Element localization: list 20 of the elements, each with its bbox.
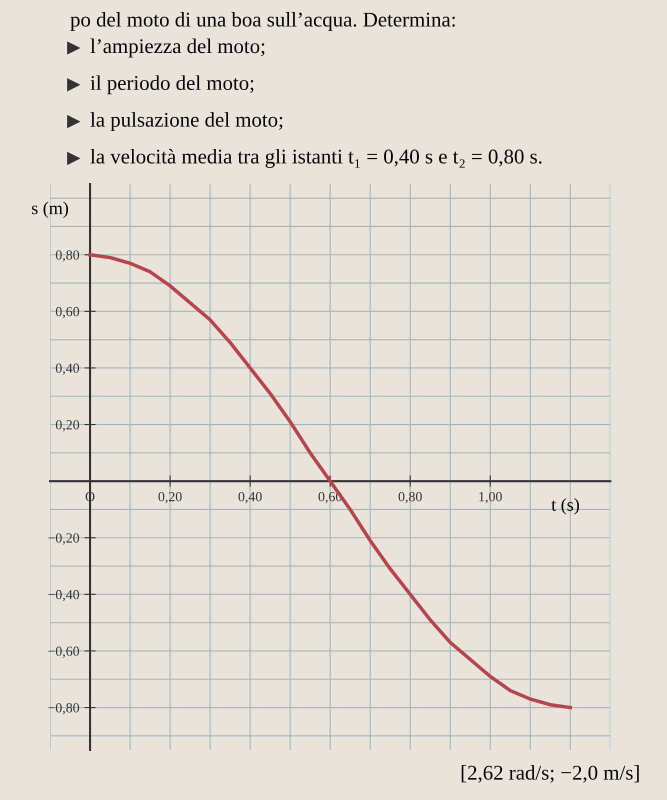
text: il periodo del moto; (90, 75, 254, 94)
x-tick-label: 0,80 (398, 492, 422, 504)
x-axis-title: t (s) (551, 498, 579, 515)
y-tick-label: 0,80 (56, 250, 80, 262)
y-tick-label: −0,20 (48, 533, 80, 545)
y-tick-label: −0,40 (48, 590, 80, 602)
y-tick-label: 0,60 (56, 306, 80, 318)
text: po del moto di una boa sull’acqua. Determina: (70, 12, 455, 31)
y-tick-label: 0,20 (56, 420, 80, 432)
text: [2,62 rad/s; −2,0 m/s] (462, 765, 639, 783)
text: la velocità media tra gli istanti t₁ = 0,40 s e t₂ = 0,80 s. (90, 148, 542, 168)
text: la pulsazione del moto; (90, 112, 282, 132)
y-tick-label: −0,80 (48, 703, 80, 715)
y-axis-title: s (m) (32, 202, 68, 218)
x-tick-label: 1,00 (479, 492, 502, 504)
y-tick-label: −0,60 (48, 646, 80, 658)
text: l’ampiezza del moto; (90, 38, 264, 58)
y-tick-label: 0,40 (56, 364, 80, 375)
x-tick-label: 0,20 (158, 492, 182, 504)
x-tick-label: 0,40 (238, 492, 262, 504)
